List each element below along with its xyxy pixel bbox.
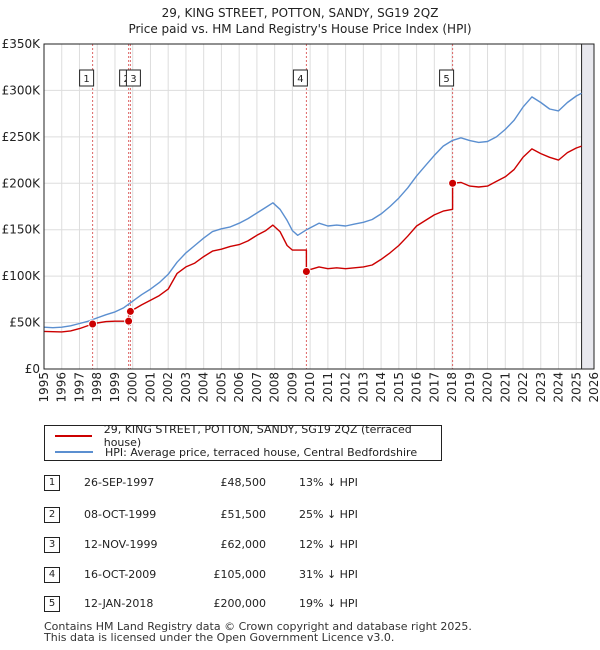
transaction-price: £51,500 xyxy=(220,508,267,521)
legend-item-hpi: HPI: Average price, terraced house, Cent… xyxy=(45,444,417,460)
x-tick-label: 2000 xyxy=(126,372,140,403)
transaction-number: 2 xyxy=(44,507,60,523)
legend: 29, KING STREET, POTTON, SANDY, SG19 2QZ… xyxy=(44,423,442,461)
legend-swatch-property xyxy=(55,435,92,437)
transaction-hpi-diff: 12% ↓ HPI xyxy=(299,538,358,551)
x-tick-label: 2024 xyxy=(552,372,566,403)
transaction-date: 08-OCT-1999 xyxy=(84,508,157,521)
x-tick-label: 2009 xyxy=(285,372,299,403)
y-tick-label: £200K xyxy=(2,176,42,190)
footer-copyright: Contains HM Land Registry data © Crown c… xyxy=(44,620,472,633)
x-tick-label: 2012 xyxy=(339,372,353,403)
footer: Contains HM Land Registry data © Crown c… xyxy=(44,621,472,643)
chart-subtitle: Price paid vs. HM Land Registry's House … xyxy=(128,22,472,36)
sale-label-number: 1 xyxy=(83,74,89,85)
x-tick-label: 2008 xyxy=(268,372,282,403)
transaction-date: 12-JAN-2018 xyxy=(84,597,154,610)
plot-area xyxy=(44,44,594,369)
x-tick-label: 2001 xyxy=(143,372,157,403)
transaction-row: 4 16-OCT-2009 £105,000 31% ↓ HPI xyxy=(44,567,424,583)
x-tick-label: 2026 xyxy=(587,372,600,403)
x-tick-label: 2018 xyxy=(445,372,459,403)
sale-point xyxy=(301,267,311,276)
x-tick-label: 2023 xyxy=(534,372,548,403)
transaction-price: £62,000 xyxy=(220,538,267,551)
x-tick-label: 1997 xyxy=(72,372,86,403)
x-tick-label: 1999 xyxy=(108,372,122,403)
x-tick-label: 1998 xyxy=(90,372,104,403)
transaction-number: 4 xyxy=(44,567,60,583)
x-tick-label: 2005 xyxy=(214,372,228,403)
x-tick-label: 2015 xyxy=(392,372,406,403)
x-tick-label: 2010 xyxy=(303,372,317,403)
transaction-row: 5 12-JAN-2018 £200,000 19% ↓ HPI xyxy=(44,596,424,612)
transaction-hpi-diff: 25% ↓ HPI xyxy=(299,508,358,521)
x-tick-label: 2016 xyxy=(410,372,424,403)
sale-point xyxy=(448,178,458,188)
chart-title: 29, KING STREET, POTTON, SANDY, SG19 2QZ xyxy=(161,6,439,20)
transaction-number: 5 xyxy=(44,596,60,612)
y-tick-label: £350K xyxy=(2,37,42,51)
transaction-price: £200,000 xyxy=(213,597,267,610)
sale-label-box xyxy=(79,69,95,87)
x-tick-label: 2011 xyxy=(321,372,335,403)
x-tick-label: 2003 xyxy=(179,372,193,403)
transaction-date: 12-NOV-1999 xyxy=(84,538,158,551)
forecast-region xyxy=(581,44,594,369)
transaction-hpi-diff: 31% ↓ HPI xyxy=(299,568,358,581)
plot-border xyxy=(43,43,595,370)
x-tick-label: 2021 xyxy=(498,372,512,403)
x-tick-label: 2025 xyxy=(569,372,583,403)
legend-label-hpi: HPI: Average price, terraced house, Cent… xyxy=(105,445,418,459)
x-tick-label: 2014 xyxy=(374,372,388,403)
sale-point xyxy=(88,319,98,329)
x-tick-label: 2020 xyxy=(481,372,495,403)
legend-swatch-hpi xyxy=(55,451,93,453)
y-tick-label: £100K xyxy=(2,269,42,283)
x-tick-label: 2017 xyxy=(427,372,441,403)
transaction-number: 3 xyxy=(44,537,60,553)
sale-label-box xyxy=(125,69,141,87)
x-tick-label: 2019 xyxy=(463,372,477,403)
sale-label-box xyxy=(439,69,455,87)
y-tick-label: £300K xyxy=(2,83,42,97)
hpi-line xyxy=(43,92,582,329)
transaction-number: 1 xyxy=(44,475,60,491)
x-tick-label: 2007 xyxy=(250,372,264,403)
x-tick-label: 2002 xyxy=(161,372,175,403)
transaction-row: 1 26-SEP-1997 £48,500 13% ↓ HPI xyxy=(44,475,424,491)
y-tick-label: £250K xyxy=(2,130,42,144)
transaction-price: £48,500 xyxy=(220,476,267,489)
x-tick-label: 2004 xyxy=(197,372,211,403)
x-tick-label: 2006 xyxy=(232,372,246,403)
transaction-row: 2 08-OCT-1999 £51,500 25% ↓ HPI xyxy=(44,507,424,523)
price-chart: £0 £50K £100K £150K £200K £250K £300K £350K 1995… xyxy=(2,37,600,403)
sale-point xyxy=(125,306,135,316)
sale-label-number: 3 xyxy=(130,74,136,85)
transaction-hpi-diff: 13% ↓ HPI xyxy=(299,476,358,489)
legend-label-property: 29, KING STREET, POTTON, SANDY, SG19 2QZ… xyxy=(103,423,412,449)
x-tick-label: 1996 xyxy=(55,372,69,403)
x-tick-label: 2013 xyxy=(356,372,370,403)
sale-label-number: 5 xyxy=(443,74,449,85)
transaction-row: 3 12-NOV-1999 £62,000 12% ↓ HPI xyxy=(44,537,424,553)
transaction-date: 16-OCT-2009 xyxy=(84,568,157,581)
transaction-hpi-diff: 19% ↓ HPI xyxy=(299,597,358,610)
x-tick-label: 2022 xyxy=(516,372,530,403)
sale-label-number: 4 xyxy=(297,74,303,85)
footer-licence: This data is licensed under the Open Gov… xyxy=(44,631,395,644)
sale-point xyxy=(124,316,134,326)
sale-label-box xyxy=(292,69,308,87)
y-tick-label: £0 xyxy=(25,362,40,376)
y-tick-label: £50K xyxy=(9,316,41,330)
transaction-price: £105,000 xyxy=(213,568,267,581)
x-tick-label: 1995 xyxy=(37,372,51,403)
transaction-date: 26-SEP-1997 xyxy=(84,476,155,489)
y-tick-label: £150K xyxy=(2,223,42,237)
legend-item-property: 29, KING STREET, POTTON, SANDY, SG19 2QZ… xyxy=(45,423,441,449)
